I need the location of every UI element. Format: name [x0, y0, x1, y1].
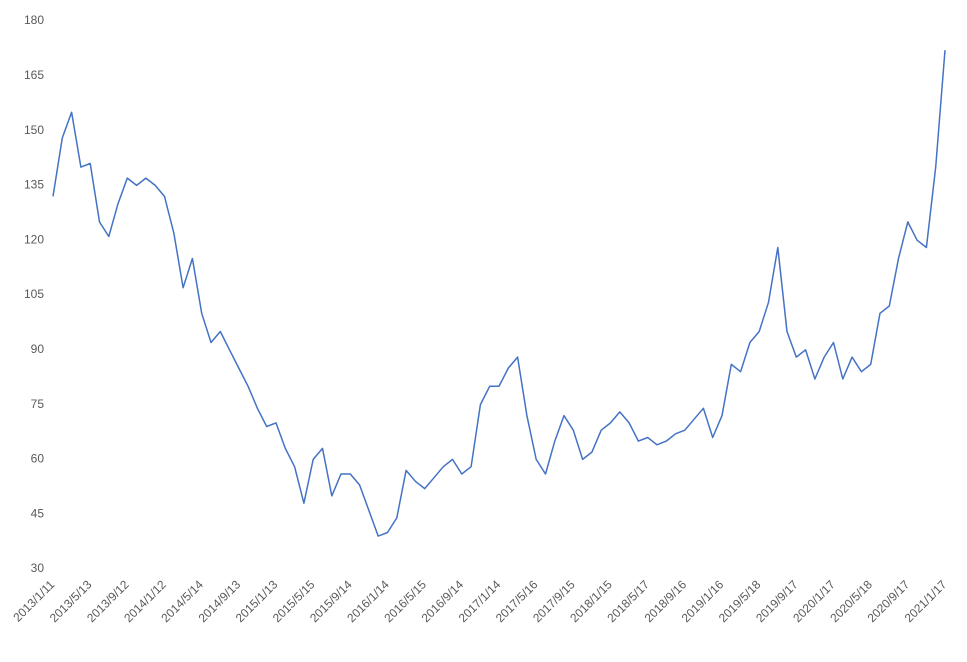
- y-tick-label: 165: [24, 68, 44, 82]
- line: [52, 50, 946, 537]
- y-tick-label: 75: [31, 397, 45, 411]
- y-tick-label: 45: [31, 506, 45, 520]
- y-tick-label: 135: [24, 178, 44, 192]
- y-tick-label: 150: [24, 123, 44, 137]
- y-tick-label: 60: [31, 452, 45, 466]
- y-tick-label: 90: [31, 342, 45, 356]
- y-tick-label: 105: [24, 287, 44, 301]
- y-tick-label: 30: [31, 561, 45, 575]
- y-tick-label: 180: [24, 13, 44, 27]
- y-tick-label: 120: [24, 232, 44, 246]
